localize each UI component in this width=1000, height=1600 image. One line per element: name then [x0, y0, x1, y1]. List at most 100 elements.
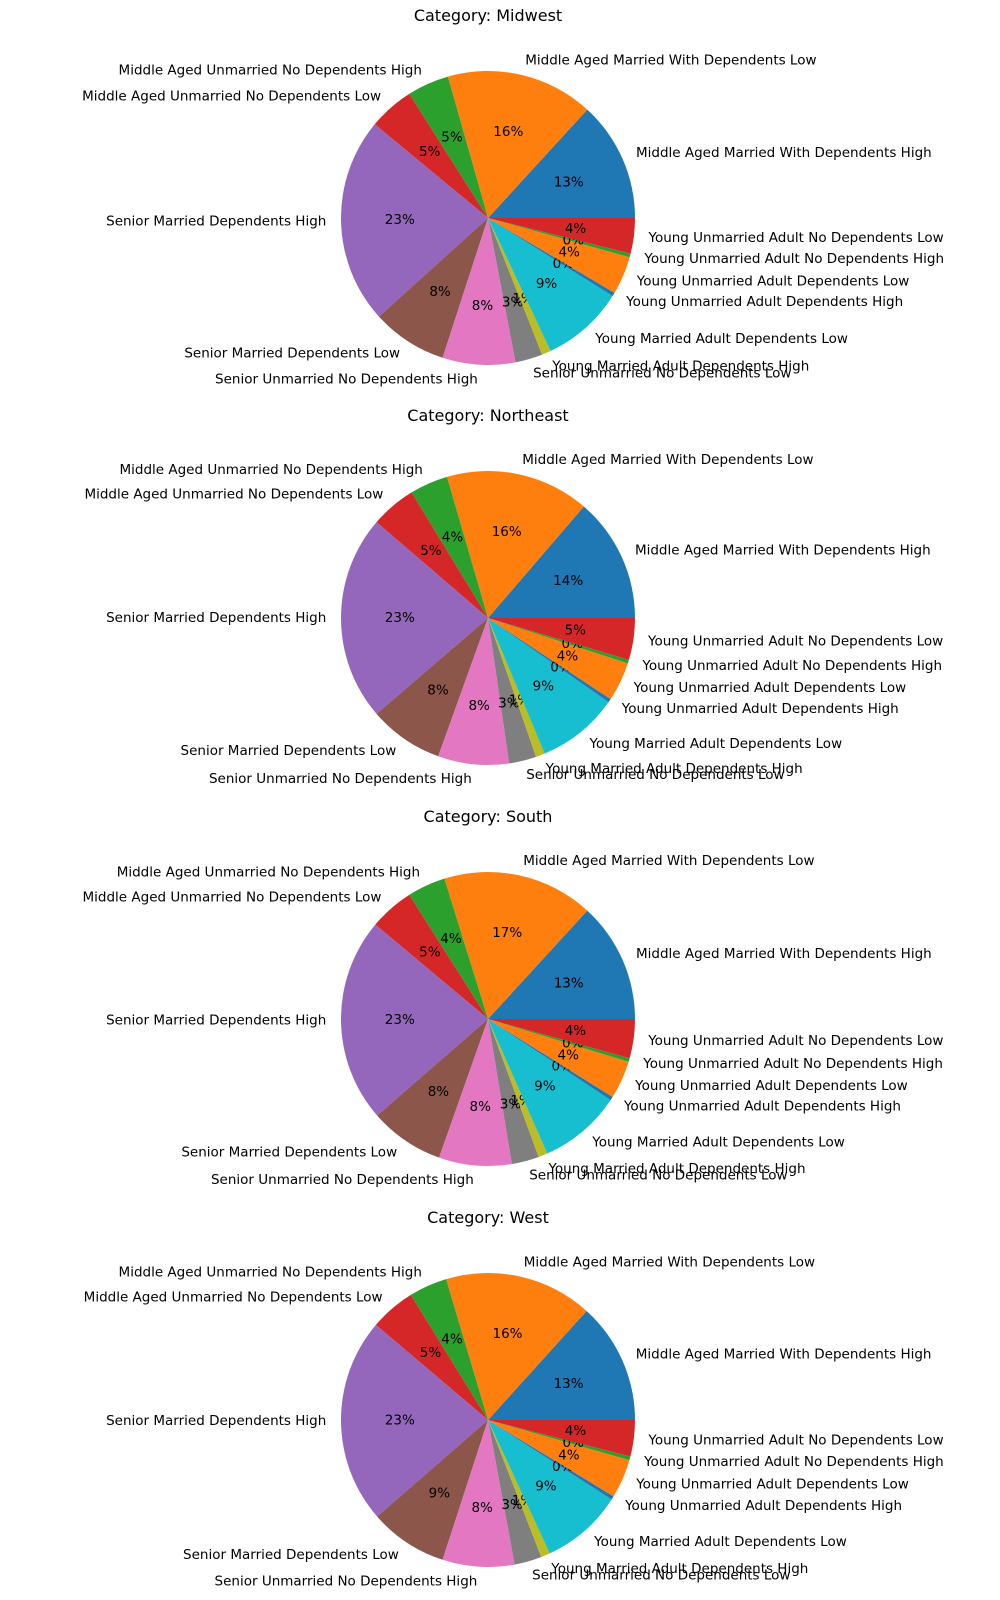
- slice-label: Young Married Adult Dependents High: [545, 761, 803, 777]
- slice-label: Young Unmarried Adult No Dependents Low: [647, 633, 943, 649]
- slice-label: Senior Married Dependents High: [106, 1413, 326, 1429]
- percent-label: 5%: [420, 543, 442, 559]
- slice-label: Senior Unmarried No Dependents High: [211, 1172, 474, 1188]
- percent-label: 4%: [565, 1423, 587, 1439]
- pie-slice: [410, 1279, 488, 1420]
- percent-label: 9%: [534, 1078, 556, 1094]
- slice-label: Middle Aged Married With Dependents Low: [525, 53, 816, 69]
- pie-slice: [442, 218, 516, 366]
- percent-label: 9%: [429, 1486, 451, 1502]
- slice-label: Young Unmarried Adult No Dependents High: [643, 251, 944, 267]
- pie-slice: [377, 1019, 488, 1158]
- percent-label: 8%: [428, 1084, 450, 1100]
- percent-label: 5%: [419, 144, 441, 160]
- pie-slice: [488, 109, 635, 218]
- pie-slice: [488, 618, 629, 664]
- pie-chart-4: Category: West Middle Aged Married With D…: [84, 1208, 944, 1589]
- pie-slice: [488, 618, 635, 660]
- slice-label: Senior Unmarried No Dependents High: [209, 771, 472, 787]
- pie-slice: [488, 218, 615, 296]
- pie-slice: [488, 1019, 630, 1062]
- slice-label: Senior Unmarried No Dependents High: [215, 1573, 478, 1589]
- slice-label: Middle Aged Unmarried No Dependents High: [119, 1264, 422, 1280]
- slice-label: Young Married Adult Dependents Low: [594, 331, 848, 347]
- chart-title: Category: West: [427, 1208, 549, 1227]
- pie-slice: [488, 218, 613, 352]
- slice-label: Middle Aged Unmarried No Dependents Low: [84, 1289, 383, 1305]
- pie-slice: [341, 924, 488, 1116]
- chart-title: Category: Northeast: [407, 406, 568, 425]
- slice-label: Young Unmarried Adult No Dependents High: [642, 1056, 943, 1072]
- percent-label: 8%: [471, 1500, 493, 1516]
- pie-slice: [439, 1019, 512, 1166]
- percent-label: 13%: [554, 1376, 584, 1392]
- percent-label: 23%: [385, 1012, 415, 1028]
- slice-label: Senior Married Dependents Low: [181, 1145, 397, 1161]
- slice-label: Young Unmarried Adult No Dependents High: [643, 1454, 944, 1470]
- pie-slice: [375, 894, 488, 1019]
- pie-slice: [488, 1420, 614, 1500]
- pie-slice: [488, 218, 631, 258]
- slice-label: Senior Unmarried No Dependents Low: [532, 1568, 790, 1584]
- percent-label: 23%: [385, 212, 415, 228]
- slice-label: Young Unmarried Adult Dependents High: [623, 1099, 901, 1115]
- pie-slice: [488, 1420, 630, 1497]
- slice-label: Young Unmarried Adult Dependents Low: [634, 1078, 908, 1094]
- percent-label: 8%: [468, 698, 490, 714]
- slice-label: Middle Aged Married With Dependents High: [636, 946, 932, 962]
- slice-label: Young Married Adult Dependents High: [550, 1561, 808, 1577]
- slice-label: Young Unmarried Adult Dependents High: [624, 1498, 902, 1514]
- pie-slice: [488, 218, 551, 355]
- pie-slice: [488, 1019, 613, 1101]
- pie-chart-1: Category: Midwest Middle Aged Married Wit…: [82, 6, 944, 387]
- slice-label: Young Unmarried Adult Dependents Low: [635, 1477, 909, 1493]
- pie-slice: [488, 1420, 612, 1554]
- percent-label: 4%: [440, 931, 462, 947]
- slice-label: Young Unmarried Adult No Dependents Low: [647, 1033, 943, 1049]
- pie-slice: [438, 618, 510, 766]
- pie-slice: [488, 506, 635, 618]
- slice-label: Young Married Adult Dependents Low: [593, 1534, 847, 1550]
- percent-label: 4%: [442, 529, 464, 545]
- slice-label: Middle Aged Married With Dependents Low: [524, 1254, 815, 1270]
- pie-slice: [446, 1273, 587, 1420]
- percent-label: 3%: [502, 295, 524, 311]
- slice-label: Middle Aged Unmarried No Dependents Low: [82, 89, 381, 105]
- pie-slice: [488, 1019, 629, 1097]
- slice-label: Young Unmarried Adult No Dependents Low: [647, 230, 943, 246]
- pie-slice: [488, 910, 635, 1019]
- slice-label: Middle Aged Unmarried No Dependents High: [119, 462, 422, 478]
- pie-slice: [488, 1019, 635, 1059]
- slice-label: Young Unmarried Adult No Dependents Low: [647, 1432, 943, 1448]
- slice-label: Senior Married Dependents Low: [183, 1547, 399, 1563]
- pie-chart-3: Category: South Middle Aged Married With …: [83, 807, 944, 1188]
- percent-label: 16%: [492, 524, 522, 540]
- slice-label: Middle Aged Married With Dependents Low: [522, 452, 813, 468]
- percent-label: 9%: [535, 1479, 557, 1495]
- slice-label: Young Unmarried Adult Dependents High: [621, 701, 899, 717]
- pie-slice: [488, 1420, 542, 1565]
- percent-label: 5%: [420, 1345, 442, 1361]
- slice-label: Senior Married Dependents High: [106, 610, 326, 626]
- percent-label: 3%: [500, 1096, 522, 1112]
- pie-slice: [340, 522, 488, 714]
- percent-label: 8%: [472, 298, 494, 314]
- slice-label: Middle Aged Unmarried No Dependents High: [119, 62, 422, 78]
- slice-label: Young Unmarried Adult Dependents High: [625, 294, 903, 310]
- pie-slice: [488, 218, 543, 363]
- pie-slice: [340, 124, 488, 317]
- slice-label: Young Unmarried Adult Dependents Low: [633, 680, 907, 696]
- pie-slice: [409, 76, 488, 218]
- slice-label: Middle Aged Married With Dependents High: [636, 1346, 932, 1362]
- slice-label: Senior Unmarried No Dependents Low: [533, 365, 791, 381]
- percent-label: 4%: [441, 1332, 463, 1348]
- slice-label: Middle Aged Married With Dependents High: [635, 543, 931, 559]
- percent-label: 16%: [493, 1326, 523, 1342]
- percent-label: 8%: [429, 284, 451, 300]
- slice-label: Young Married Adult Dependents Low: [591, 1135, 845, 1151]
- pie-slice: [409, 878, 488, 1019]
- percent-label: 23%: [385, 610, 415, 626]
- slice-label: Young Married Adult Dependents High: [551, 358, 809, 374]
- percent-label: 4%: [565, 1023, 587, 1039]
- pie-chart-2: Category: Northeast Middle Aged Married W…: [84, 406, 943, 787]
